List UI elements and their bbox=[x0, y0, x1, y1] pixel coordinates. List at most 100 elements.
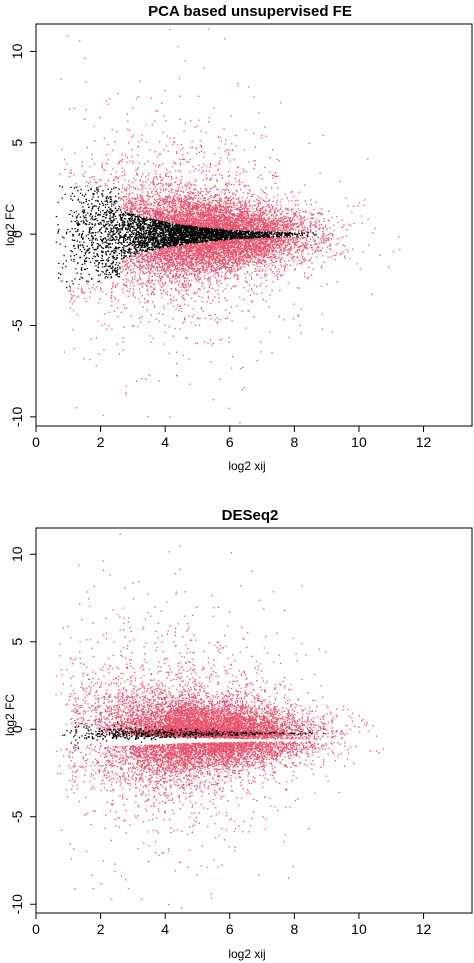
gene-point-selected bbox=[197, 249, 199, 252]
gene-point-selected bbox=[216, 219, 218, 222]
gene-point-unselected bbox=[289, 233, 291, 235]
gene-point-selected bbox=[157, 203, 159, 206]
gene-point-selected bbox=[261, 243, 264, 245]
gene-point-selected bbox=[268, 250, 270, 252]
gene-point-selected bbox=[194, 324, 196, 326]
gene-point-unselected bbox=[216, 233, 219, 235]
gene-point-selected bbox=[283, 270, 286, 272]
gene-point-unselected bbox=[147, 244, 150, 246]
gene-point-selected bbox=[152, 291, 154, 293]
gene-point-selected bbox=[260, 259, 262, 261]
gene-point-selected bbox=[290, 239, 292, 241]
gene-point-unselected bbox=[72, 283, 74, 285]
gene-point-selected bbox=[170, 214, 172, 216]
gene-point-unselected bbox=[91, 216, 93, 219]
gene-point-selected bbox=[298, 240, 300, 243]
gene-point-selected bbox=[224, 245, 226, 247]
gene-point-unselected bbox=[137, 231, 139, 233]
gene-point-selected bbox=[244, 204, 246, 207]
gene-point-selected bbox=[222, 209, 224, 212]
gene-point-unselected bbox=[86, 257, 88, 259]
gene-point-selected bbox=[277, 175, 279, 177]
gene-point-unselected bbox=[82, 209, 84, 211]
gene-point-selected bbox=[265, 197, 268, 199]
gene-point-selected bbox=[248, 255, 250, 258]
gene-point-selected bbox=[287, 252, 289, 254]
gene-point-selected bbox=[153, 183, 156, 185]
gene-point-unselected bbox=[143, 242, 146, 244]
gene-point-unselected bbox=[136, 241, 138, 243]
gene-point-selected bbox=[188, 257, 190, 259]
gene-point-selected bbox=[138, 215, 141, 217]
gene-point-selected bbox=[282, 226, 285, 228]
gene-point-selected bbox=[242, 212, 245, 214]
gene-point-selected bbox=[159, 195, 161, 197]
gene-point-selected bbox=[291, 254, 293, 256]
gene-point-unselected bbox=[231, 238, 233, 240]
gene-point-unselected bbox=[124, 221, 126, 224]
gene-point-unselected bbox=[105, 214, 107, 216]
gene-point-unselected bbox=[256, 237, 258, 239]
gene-point-selected bbox=[183, 320, 185, 323]
gene-point-unselected bbox=[262, 236, 264, 238]
gene-point-selected bbox=[249, 219, 251, 221]
gene-point-selected bbox=[245, 203, 247, 206]
gene-point-selected bbox=[117, 181, 120, 183]
gene-point-unselected bbox=[210, 236, 212, 238]
gene-point-selected bbox=[238, 260, 240, 262]
gene-point-selected bbox=[165, 182, 167, 184]
gene-point-unselected bbox=[100, 260, 102, 262]
gene-point-selected bbox=[227, 244, 229, 247]
gene-point-selected bbox=[113, 296, 115, 298]
gene-point-unselected bbox=[165, 242, 167, 244]
gene-point-selected bbox=[231, 239, 233, 241]
gene-point-selected bbox=[199, 205, 202, 207]
gene-point-selected bbox=[69, 176, 71, 178]
gene-point-selected bbox=[137, 283, 139, 285]
gene-point-selected bbox=[225, 209, 228, 211]
gene-point-selected bbox=[177, 261, 179, 263]
gene-point-unselected bbox=[129, 222, 131, 224]
gene-point-selected bbox=[189, 208, 191, 210]
gene-point-selected bbox=[296, 237, 298, 240]
gene-point-unselected bbox=[112, 255, 115, 257]
gene-point-unselected bbox=[235, 234, 238, 236]
gene-point-unselected bbox=[105, 212, 107, 214]
gene-point-selected bbox=[214, 268, 216, 270]
gene-point-unselected bbox=[139, 249, 141, 251]
gene-point-unselected bbox=[245, 230, 247, 233]
gene-point-unselected bbox=[115, 262, 118, 264]
gene-point-selected bbox=[138, 259, 140, 261]
gene-point-selected bbox=[234, 193, 236, 196]
gene-point-selected bbox=[132, 255, 134, 257]
gene-point-unselected bbox=[146, 232, 148, 234]
gene-point-selected bbox=[130, 210, 133, 212]
gene-point-unselected bbox=[111, 236, 113, 238]
gene-point-unselected bbox=[175, 231, 177, 233]
gene-point-selected bbox=[173, 245, 175, 248]
gene-point-unselected bbox=[260, 232, 262, 234]
gene-point-unselected bbox=[187, 241, 189, 244]
gene-point-selected bbox=[215, 248, 217, 250]
gene-point-selected bbox=[263, 243, 266, 245]
gene-point-selected bbox=[336, 252, 338, 254]
gene-point-selected bbox=[216, 269, 218, 271]
gene-point-selected bbox=[266, 274, 268, 276]
gene-point-selected bbox=[213, 209, 215, 212]
gene-point-unselected bbox=[215, 230, 217, 232]
gene-point-unselected bbox=[153, 245, 155, 248]
gene-point-selected bbox=[124, 208, 126, 210]
gene-point-selected bbox=[225, 259, 227, 261]
gene-point-selected bbox=[199, 144, 202, 147]
gene-point-selected bbox=[153, 213, 155, 215]
gene-point-selected bbox=[290, 225, 292, 227]
gene-point-selected bbox=[210, 204, 212, 206]
gene-point-selected bbox=[212, 200, 214, 202]
gene-point-selected bbox=[266, 243, 268, 245]
gene-point-selected bbox=[136, 174, 139, 176]
gene-point-selected bbox=[222, 214, 224, 217]
gene-point-selected bbox=[256, 247, 258, 249]
gene-point-unselected bbox=[118, 276, 121, 278]
gene-point-selected bbox=[171, 257, 173, 259]
gene-point-unselected bbox=[105, 241, 107, 243]
